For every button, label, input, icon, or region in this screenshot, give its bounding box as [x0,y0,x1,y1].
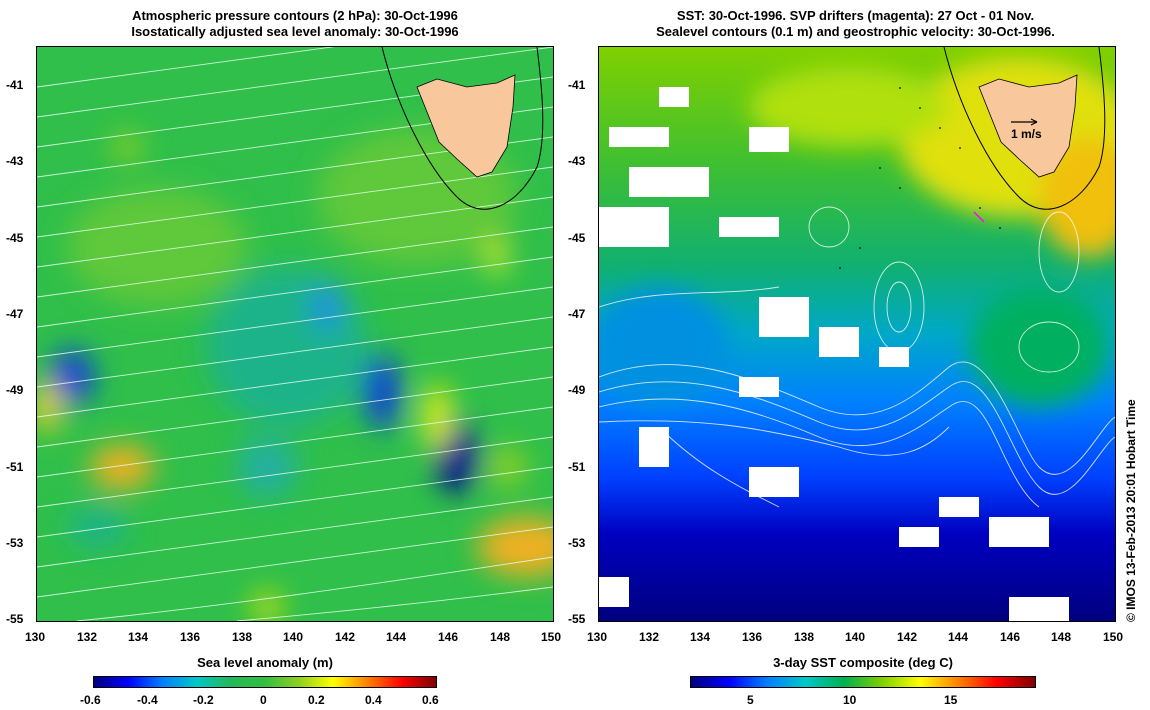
sst-colorbar [690,676,1036,688]
sla-colorbar [93,676,437,688]
left-xtick: 148 [490,630,511,644]
left-colorbar-tick: 0 [260,693,267,707]
right-xtick: 150 [1103,630,1124,644]
left-colorbar-tick: 0.2 [308,693,325,707]
right-ytick: -55 [568,612,586,626]
left-title-line2: Isostatically adjusted sea level anomaly… [131,24,459,39]
right-ytick: -43 [568,154,586,168]
right-xtick: 144 [948,630,969,644]
right-colorbar-tick: 5 [747,693,754,707]
right-xtick: 136 [742,630,763,644]
right-ytick: -47 [568,307,586,321]
right-ytick: -45 [568,231,586,245]
left-ytick: -43 [6,154,24,168]
left-colorbar-title: Sea level anomaly (m) [197,655,333,670]
sea-level-anomaly-map [36,46,554,622]
right-colorbar-title: 3-day SST composite (deg C) [773,655,953,670]
left-xtick: 130 [25,630,46,644]
left-xtick: 136 [180,630,201,644]
right-xtick: 142 [897,630,918,644]
left-xtick: 140 [283,630,304,644]
tasmania-land-right [978,74,1078,178]
right-xtick: 138 [794,630,815,644]
right-ytick: -49 [568,383,586,397]
tasmania-land [416,74,516,178]
left-colorbar-tick: 0.4 [365,693,382,707]
left-colorbar-tick: -0.6 [80,693,101,707]
sst-map-graphic [599,47,1115,621]
right-xtick: 130 [587,630,608,644]
right-xtick: 132 [639,630,660,644]
left-ytick: -51 [6,460,24,474]
left-title-line1: Atmospheric pressure contours (2 hPa): 3… [132,8,458,23]
left-ytick: -53 [6,536,24,550]
right-xtick: 148 [1051,630,1072,644]
left-ytick: -45 [6,231,24,245]
left-ytick: -41 [6,78,24,92]
velocity-scale-label: 1 m/s [1011,127,1042,141]
left-ytick: -47 [6,307,24,321]
left-xtick: 146 [438,630,459,644]
right-xtick: 146 [1000,630,1021,644]
left-xtick: 132 [77,630,98,644]
left-xtick: 150 [541,630,562,644]
left-xtick: 138 [232,630,253,644]
left-xtick: 134 [128,630,149,644]
right-title-line1: SST: 30-Oct-1996. SVP drifters (magenta)… [676,8,1035,23]
right-xtick: 140 [845,630,866,644]
left-colorbar-tick: -0.4 [137,693,158,707]
left-colorbar-tick: -0.2 [193,693,214,707]
right-colorbar-tick: 15 [944,693,958,707]
right-ytick: -41 [568,78,586,92]
left-ytick: -55 [6,612,24,626]
sst-map: 1 m/s [598,46,1116,622]
sla-map-graphic [37,47,553,621]
right-ytick: -51 [568,460,586,474]
right-colorbar-tick: 10 [843,693,857,707]
right-title-line2: Sealevel contours (0.1 m) and geostrophi… [656,24,1055,39]
left-ytick: -49 [6,383,24,397]
left-xtick: 142 [335,630,356,644]
drifter-track [973,211,985,223]
imos-credit: © IMOS 13-Feb-2013 20:01 Hobart Time [1124,399,1138,622]
left-colorbar-tick: 0.6 [422,693,439,707]
right-ytick: -53 [568,536,586,550]
left-xtick: 144 [386,630,407,644]
right-xtick: 134 [690,630,711,644]
